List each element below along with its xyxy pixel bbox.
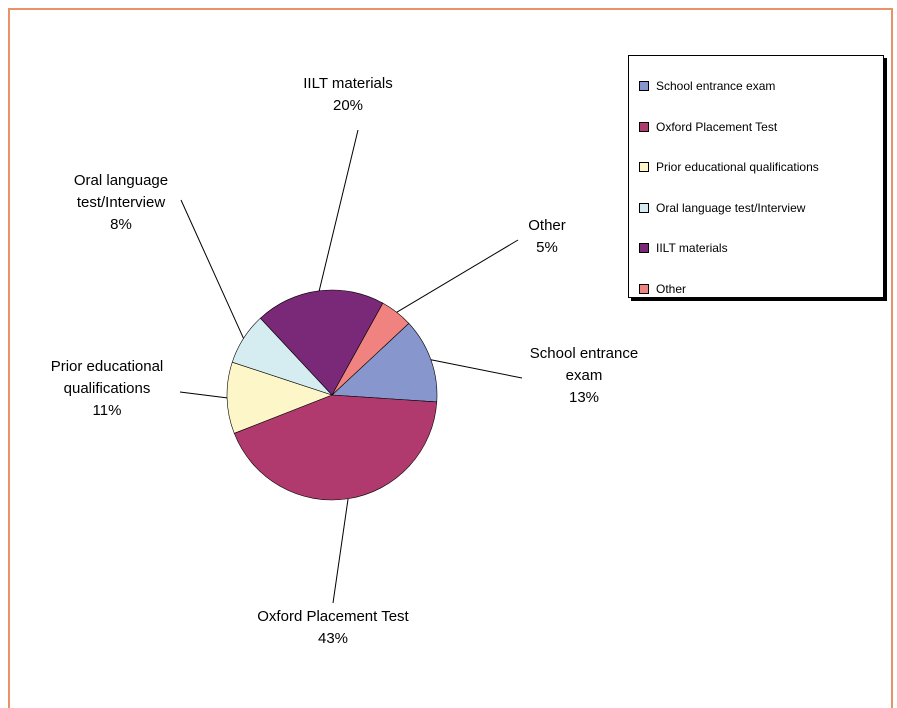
legend-swatch [639, 121, 649, 132]
data-label: Other 5% [517, 215, 577, 259]
legend-item: Prior educational qualifications [629, 147, 883, 188]
label-value: 8% [110, 216, 132, 233]
data-label: School entrance exam 13% [519, 343, 649, 409]
data-label: IILT materials 20% [288, 73, 408, 117]
legend-swatch [639, 243, 649, 254]
leader-line [430, 359, 523, 379]
legend-label: Prior educational qualifications [656, 160, 819, 175]
leader-line [318, 129, 359, 291]
legend-item: IILT materials [629, 228, 883, 269]
label-name: School entrance exam [529, 345, 639, 384]
legend-swatch [639, 202, 649, 213]
legend-label: Other [656, 281, 687, 296]
label-value: 13% [568, 389, 600, 406]
leader-line [332, 498, 349, 604]
legend-label: IILT materials [656, 241, 728, 256]
leader-line [179, 391, 228, 399]
legend-item: Oral language test/Interview [629, 188, 883, 229]
pie-slice [331, 302, 410, 396]
data-label: Oxford Placement Test 43% [253, 606, 413, 650]
pie-slice [226, 361, 333, 434]
label-name: IILT materials [303, 75, 393, 92]
frame [8, 8, 893, 708]
legend-item: School entrance exam [629, 66, 883, 107]
legend: School entrance exam Oxford Placement Tes… [628, 55, 884, 298]
label-value: 43% [317, 630, 349, 647]
legend-swatch [639, 162, 649, 173]
legend-label: Oral language test/Interview [656, 200, 806, 215]
legend-item: Oxford Placement Test [629, 107, 883, 148]
legend-swatch [639, 81, 649, 92]
leader-line [396, 239, 519, 313]
legend-label: Oxford Placement Test [656, 119, 778, 134]
label-name: Other [528, 217, 566, 234]
data-label: Prior educational qualifications 11% [22, 356, 192, 422]
pie-slice [331, 322, 438, 403]
pie-slice [259, 289, 384, 396]
label-value: 11% [92, 402, 122, 419]
legend-label: School entrance exam [656, 79, 776, 94]
label-value: 5% [536, 239, 558, 256]
label-name: Oral language test/Interview [73, 172, 169, 211]
legend-item: Other [629, 269, 883, 310]
label-name: Prior educational qualifications [50, 358, 164, 397]
data-label: Oral language test/Interview 8% [46, 170, 196, 236]
label-name: Oxford Placement Test [257, 608, 409, 625]
label-value: 20% [332, 97, 364, 114]
legend-swatch [639, 283, 649, 294]
leader-line [180, 199, 244, 339]
